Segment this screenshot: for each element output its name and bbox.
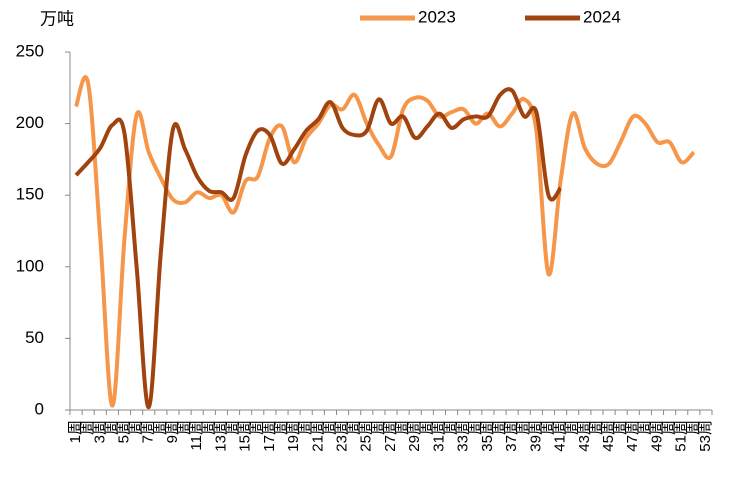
x-tick-label: 周 [539,420,556,435]
x-tick-label: 周 [370,420,387,435]
x-tick-label: 35周 [479,420,496,452]
x-tick-label: 31周 [430,420,447,452]
y-axis-label: 万吨 [40,9,74,28]
y-tick-label: 0 [35,399,44,418]
x-tick-label: 周 [176,420,193,435]
y-tick-label: 250 [16,41,44,60]
legend-label: 2023 [418,7,456,26]
x-tick-label: 周 [588,420,605,435]
x-tick-label: 周 [103,420,120,435]
x-tick-label: 周 [661,420,678,435]
x-tick-label: 周 [224,420,241,435]
x-tick-label: 15周 [237,420,254,452]
x-tick-label: 33周 [455,420,472,452]
x-tick-label: 周 [394,420,411,435]
x-tick-label: 周 [467,420,484,435]
x-tick-label: 周 [346,420,363,435]
x-tick-label: 周 [273,420,290,435]
x-tick-label: 25周 [358,420,375,452]
x-tick-label: 周 [515,420,532,435]
x-tick-label: 周 [636,420,653,435]
x-tick-label: 5周 [115,420,132,443]
x-tick-label: 周 [249,420,266,435]
x-tick-label: 周 [128,420,145,435]
x-tick-label: 17周 [261,420,278,452]
x-tick-label: 11周 [188,420,205,451]
y-tick-label: 50 [25,328,44,347]
x-tick-label: 周 [612,420,629,435]
x-tick-label: 周 [418,420,435,435]
x-tick-label: 27周 [382,420,399,452]
x-tick-label: 51周 [673,420,690,452]
x-tick-label: 9周 [164,420,181,443]
x-tick-label: 19周 [285,420,302,452]
x-tick-label: 39周 [527,420,544,452]
series-line [74,87,563,410]
x-tick-label: 周 [79,420,96,435]
x-tick-label: 43周 [576,420,593,452]
x-tick-label: 周 [297,420,314,435]
x-tick-label: 1周 [67,420,84,443]
legend-label: 2024 [583,7,621,26]
x-tick-label: 53周 [697,420,714,452]
x-tick-label: 29周 [406,420,423,452]
x-tick-label: 周 [200,420,217,435]
x-tick-label: 周 [685,420,702,435]
x-tick-label: 13周 [212,420,229,452]
x-tick-label: 周 [321,420,338,435]
x-tick-label: 45周 [600,420,617,452]
x-tick-label: 23周 [334,420,351,452]
x-tick-label: 周 [152,420,169,435]
x-tick-label: 41周 [552,420,569,452]
x-tick-label: 49周 [648,420,665,452]
x-tick-label: 周 [491,420,508,435]
y-tick-label: 200 [16,113,44,132]
y-tick-label: 100 [16,256,44,275]
series-line [74,75,696,408]
x-tick-label: 3周 [91,420,108,443]
x-tick-label: 周 [443,420,460,435]
x-tick-label: 47周 [624,420,641,452]
x-tick-label: 37周 [503,420,520,452]
x-tick-label: 7周 [140,420,157,443]
x-tick-label: 21周 [309,420,326,452]
x-tick-label: 周 [564,420,581,435]
y-tick-label: 150 [16,185,44,204]
